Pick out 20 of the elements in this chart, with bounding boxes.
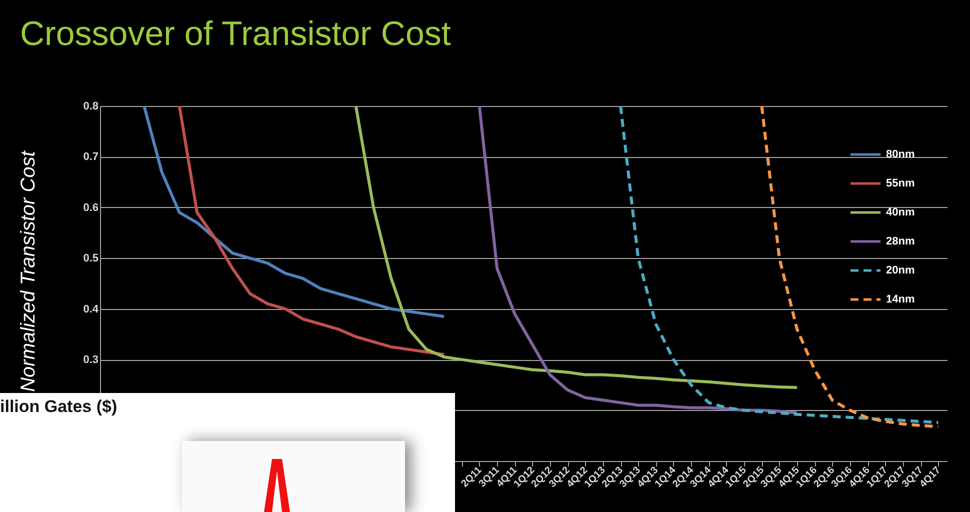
y-tick-label: 0.3 <box>83 354 98 366</box>
line-series <box>178 104 446 356</box>
y-axis-title: Normalized Transistor Cost <box>18 150 40 392</box>
legend-label: 55nm <box>886 178 915 190</box>
line-series <box>142 104 446 318</box>
line-series <box>354 104 799 389</box>
legend-label: 14nm <box>886 294 915 306</box>
y-tick-label: 0.7 <box>83 151 98 164</box>
legend-label: 28nm <box>886 236 915 248</box>
line-series <box>619 104 940 424</box>
legend-label: 20nm <box>886 264 915 276</box>
y-tick-label: 0.6 <box>83 202 98 214</box>
chart-title: Crossover of Transistor Cost <box>20 15 452 53</box>
y-tick-label: 0.4 <box>83 303 100 316</box>
annotation: illion Gates ($) <box>0 397 118 417</box>
y-tick-label: 0.8 <box>83 100 98 112</box>
line-series <box>760 104 940 428</box>
y-tick-label: 0.5 <box>83 252 98 265</box>
legend-label: 40nm <box>886 206 915 218</box>
line-series <box>478 104 799 414</box>
